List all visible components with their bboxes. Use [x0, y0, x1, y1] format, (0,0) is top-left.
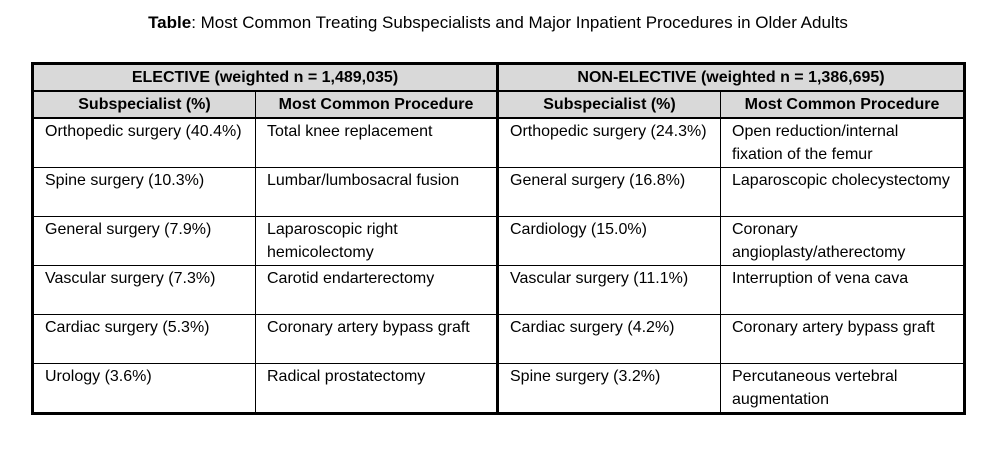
non-elective-subspecialist-cell: General surgery (16.8%) [497, 167, 721, 217]
table-row: Vascular surgery (7.3%) Carotid endarter… [32, 265, 965, 315]
table-row: General surgery (7.9%) Laparoscopic righ… [32, 216, 965, 266]
caption-label: Table [148, 13, 192, 32]
non-elective-subspecialist-cell: Spine surgery (3.2%) [497, 363, 721, 414]
caption-text: : Most Common Treating Subspecialists an… [191, 13, 848, 32]
non-elective-subspecialist-cell: Vascular surgery (11.1%) [497, 265, 721, 315]
column-header-procedure: Most Common Procedure [255, 90, 499, 119]
non-elective-subspecialist-cell: Orthopedic surgery (24.3%) [497, 117, 721, 168]
non-elective-procedure-cell: Interruption of vena cava [720, 265, 965, 315]
non-elective-subspecialist-cell: Cardiology (15.0%) [497, 216, 721, 266]
elective-subspecialist-cell: Spine surgery (10.3%) [32, 167, 256, 217]
elective-subspecialist-cell: General surgery (7.9%) [32, 216, 256, 266]
procedures-table: ELECTIVE (weighted n = 1,489,035) NON-EL… [31, 62, 966, 415]
elective-procedure-cell: Laparoscopic right hemicolectomy [255, 216, 499, 266]
non-elective-subspecialist-cell: Cardiac surgery (4.2%) [497, 314, 721, 364]
non-elective-procedure-cell: Laparoscopic cholecystectomy [720, 167, 965, 217]
elective-procedure-cell: Total knee replacement [255, 117, 499, 168]
group-header-elective: ELECTIVE (weighted n = 1,489,035) [32, 63, 499, 92]
elective-procedure-cell: Radical prostatectomy [255, 363, 499, 414]
non-elective-procedure-cell: Open reduction/internal fixation of the … [720, 117, 965, 168]
non-elective-procedure-cell: Coronary artery bypass graft [720, 314, 965, 364]
elective-procedure-cell: Coronary artery bypass graft [255, 314, 499, 364]
elective-subspecialist-cell: Urology (3.6%) [32, 363, 256, 414]
non-elective-procedure-cell: Percutaneous vertebral augmentation [720, 363, 965, 414]
column-header-subspecialist: Subspecialist (%) [32, 90, 256, 119]
elective-subspecialist-cell: Orthopedic surgery (40.4%) [32, 117, 256, 168]
column-header-subspecialist: Subspecialist (%) [497, 90, 721, 119]
elective-procedure-cell: Lumbar/lumbosacral fusion [255, 167, 499, 217]
table-row: Cardiac surgery (5.3%) Coronary artery b… [32, 314, 965, 364]
elective-procedure-cell: Carotid endarterectomy [255, 265, 499, 315]
non-elective-procedure-cell: Coronary angioplasty/atherectomy [720, 216, 965, 266]
table-row: Spine surgery (10.3%) Lumbar/lumbosacral… [32, 167, 965, 217]
elective-subspecialist-cell: Cardiac surgery (5.3%) [32, 314, 256, 364]
table-row: Orthopedic surgery (40.4%) Total knee re… [32, 117, 965, 168]
elective-subspecialist-cell: Vascular surgery (7.3%) [32, 265, 256, 315]
group-header-non-elective: NON-ELECTIVE (weighted n = 1,386,695) [497, 63, 965, 92]
column-header-procedure: Most Common Procedure [720, 90, 965, 119]
table-caption: Table: Most Common Treating Subspecialis… [0, 12, 996, 34]
table-row: Urology (3.6%) Radical prostatectomy Spi… [32, 363, 965, 414]
